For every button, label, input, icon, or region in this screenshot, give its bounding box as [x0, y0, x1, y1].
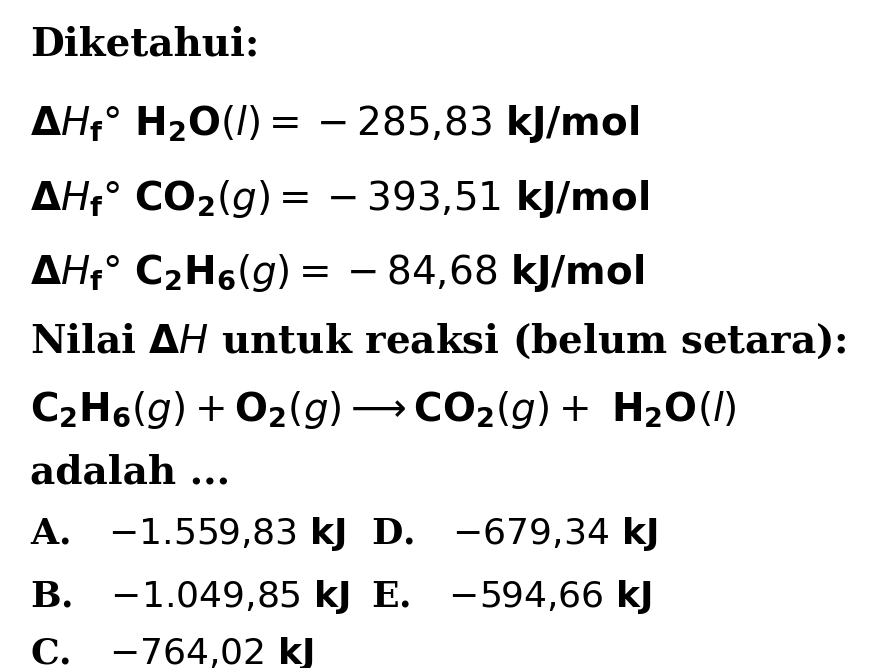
Text: C.   $-764{,}02\ \mathbf{kJ}$: C. $-764{,}02\ \mathbf{kJ}$	[29, 635, 313, 668]
Text: Nilai $\mathbf{\Delta}\mathit{H}$ untuk reaksi (belum setara):: Nilai $\mathbf{\Delta}\mathit{H}$ untuk …	[29, 321, 847, 361]
Text: B.   $-1.049{,}85\ \mathbf{kJ}$: B. $-1.049{,}85\ \mathbf{kJ}$	[29, 578, 350, 615]
Text: $\mathbf{\Delta} \mathit{H}_\mathbf{f}°\ \mathbf{C_2H_6}(\mathit{g}) = -84{,}68\: $\mathbf{\Delta} \mathit{H}_\mathbf{f}°\…	[29, 252, 644, 294]
Text: Diketahui:: Diketahui:	[29, 25, 260, 63]
Text: $\mathbf{\Delta} \mathit{H}_\mathbf{f}°\ \mathbf{CO_2}(\mathit{g}) = -393{,}51\ : $\mathbf{\Delta} \mathit{H}_\mathbf{f}°\…	[29, 178, 648, 220]
Text: adalah ...: adalah ...	[29, 454, 230, 492]
Text: $\mathbf{\Delta} \mathit{H}_\mathbf{f}°\ \mathbf{H_2O}(\mathit{l}) = -285{,}83\ : $\mathbf{\Delta} \mathit{H}_\mathbf{f}°\…	[29, 104, 639, 146]
Text: A.   $-1.559{,}83\ \mathbf{kJ}$: A. $-1.559{,}83\ \mathbf{kJ}$	[29, 515, 345, 552]
Text: D.   $-679{,}34\ \mathbf{kJ}$: D. $-679{,}34\ \mathbf{kJ}$	[371, 515, 657, 552]
Text: E.   $-594{,}66\ \mathbf{kJ}$: E. $-594{,}66\ \mathbf{kJ}$	[371, 578, 651, 615]
Text: $\mathbf{C_2H_6}(\mathit{g}) + \mathbf{O_2}(\mathit{g}) \longrightarrow \mathbf{: $\mathbf{C_2H_6}(\mathit{g}) + \mathbf{O…	[29, 389, 737, 431]
